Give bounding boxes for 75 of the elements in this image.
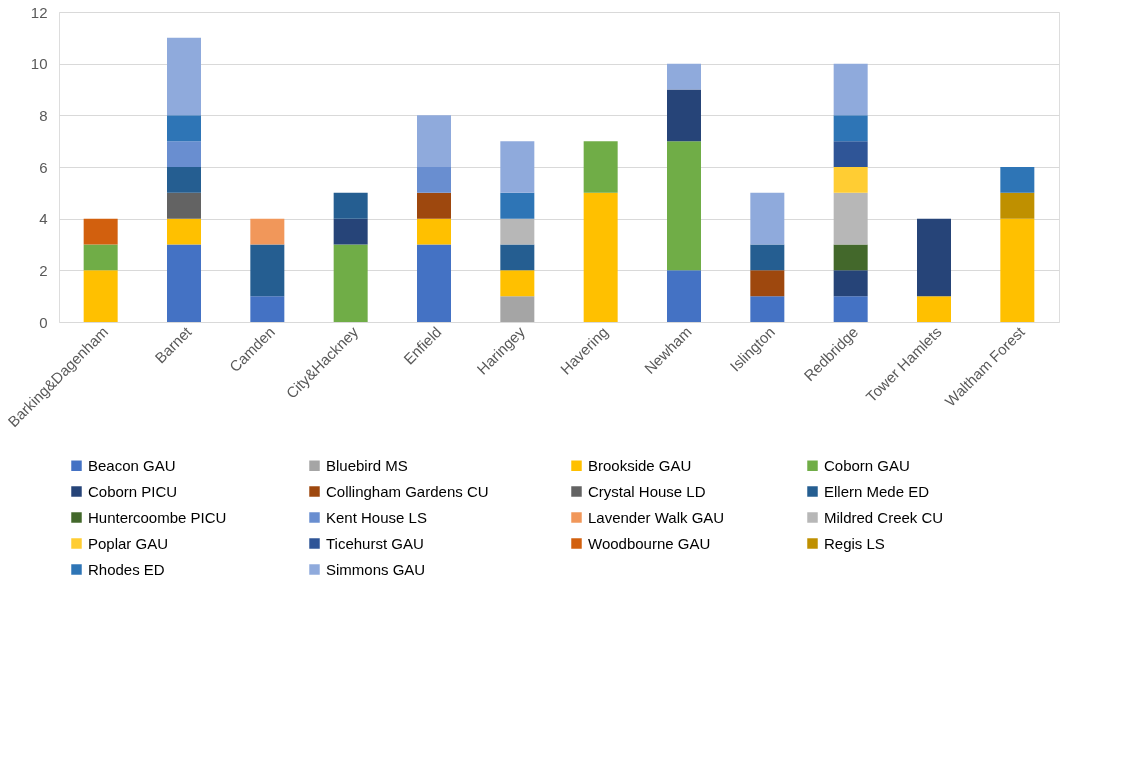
- legend-label: Poplar GAU: [88, 534, 169, 552]
- bar: [833, 63, 868, 116]
- bar: [1000, 167, 1035, 193]
- legend-label: Lavender Walk GAU: [588, 508, 725, 526]
- bar: [1000, 218, 1035, 322]
- bar: [500, 244, 535, 271]
- bar: [417, 167, 451, 193]
- bar: [417, 218, 451, 245]
- bar: [833, 244, 868, 271]
- legend-label: Coborn PICU: [88, 482, 178, 500]
- bar: [750, 244, 785, 271]
- bar: [167, 115, 201, 142]
- legend-label: Coborn GAU: [824, 456, 910, 474]
- bar: [833, 167, 868, 193]
- legend-label: Crystal House LD: [588, 482, 706, 500]
- bar: [750, 270, 785, 297]
- bar: [583, 141, 618, 193]
- bar: [833, 270, 868, 297]
- y-tick-label: 10: [30, 55, 48, 73]
- bar: [667, 89, 701, 142]
- bar: [167, 141, 201, 167]
- bar: [417, 192, 451, 219]
- bar: [833, 192, 868, 245]
- bar: [833, 141, 868, 167]
- legend-label: Woodbourne GAU: [588, 534, 711, 552]
- bar: [333, 192, 368, 219]
- legend-label: Huntercoombe PICU: [88, 508, 227, 526]
- y-tick-label: 12: [30, 3, 48, 21]
- legend-label: Regis LS: [824, 534, 885, 552]
- legend-label: Kent House LS: [326, 508, 427, 526]
- bar: [500, 296, 535, 322]
- bar: [83, 270, 118, 322]
- bar: [417, 115, 451, 167]
- bar: [750, 192, 785, 245]
- bar: [167, 244, 201, 322]
- bar: [250, 218, 285, 245]
- legend-label: Mildred Creek CU: [824, 508, 944, 526]
- y-tick-label: 2: [39, 261, 48, 279]
- bar: [167, 167, 201, 193]
- bar: [250, 296, 285, 322]
- bar: [500, 141, 535, 193]
- bar: [917, 218, 951, 297]
- y-tick-label: 6: [39, 158, 48, 176]
- legend-label: Brookside GAU: [588, 456, 692, 474]
- bar: [667, 270, 701, 322]
- legend-label: Ellern Mede ED: [824, 482, 930, 500]
- bar: [500, 218, 535, 245]
- bar: [1000, 192, 1035, 219]
- bar: [417, 244, 451, 322]
- bar: [583, 192, 618, 322]
- bar: [500, 270, 535, 297]
- legend-label: Beacon GAU: [88, 456, 176, 474]
- bar: [167, 218, 201, 245]
- bar: [167, 192, 201, 219]
- bar: [167, 37, 201, 116]
- bar: [500, 192, 535, 219]
- legend-label: Bluebird MS: [326, 456, 408, 474]
- bar: [250, 244, 285, 297]
- legend-label: Collingham Gardens CU: [326, 482, 489, 500]
- bar: [83, 218, 118, 245]
- bar: [917, 296, 951, 322]
- bar: [667, 141, 701, 271]
- y-tick-label: 0: [39, 313, 48, 331]
- bar: [750, 296, 785, 322]
- bar: [333, 244, 368, 322]
- bar: [667, 63, 701, 90]
- bar: [833, 296, 868, 322]
- bar: [333, 218, 368, 245]
- y-tick-label: 4: [39, 210, 48, 228]
- legend-label: Ticehurst GAU: [326, 534, 424, 552]
- y-tick-label: 8: [39, 106, 48, 124]
- legend-label: Simmons GAU: [326, 560, 426, 578]
- bar: [833, 115, 868, 142]
- bar: [83, 244, 118, 271]
- legend-label: Rhodes ED: [88, 560, 165, 578]
